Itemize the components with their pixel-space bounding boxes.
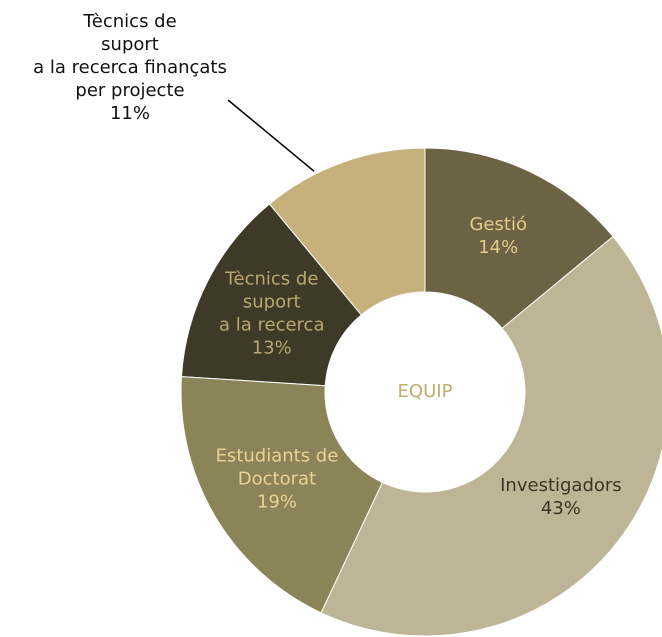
slice	[180, 376, 384, 614]
category-line: suport	[101, 34, 159, 55]
category-line: Investigadors	[500, 475, 622, 496]
slice	[320, 235, 662, 637]
slice	[424, 147, 614, 329]
center-label: EQUIP	[398, 381, 453, 402]
value-label: 11%	[110, 103, 150, 124]
slice	[180, 203, 362, 387]
slice-label: Gestió	[469, 214, 526, 235]
value-label: 13%	[252, 337, 292, 358]
category-line: suport	[243, 291, 301, 312]
category-line: Tècnics de	[82, 11, 176, 32]
value-label: 14%	[478, 237, 518, 258]
category-line: a la recerca finançats	[33, 57, 227, 78]
value-label: 43%	[541, 498, 581, 519]
category-line: Estudiants de	[216, 446, 339, 467]
category-line: Gestió	[469, 214, 526, 235]
slice-label: Tècnics de suport a la recerca	[219, 268, 325, 335]
category-line: per projecte	[75, 80, 184, 101]
slice-label: Investigadors	[500, 475, 622, 496]
value-label: 19%	[257, 492, 297, 513]
slice-label: Estudiants de Doctorat	[216, 446, 339, 490]
category-line: a la recerca	[219, 314, 325, 335]
slice-label: Tècnics de suport a la recerca finançats pe…	[33, 11, 227, 101]
category-line: Tècnics de	[224, 268, 318, 289]
category-line: Doctorat	[238, 469, 316, 490]
leader-line	[227, 99, 315, 172]
